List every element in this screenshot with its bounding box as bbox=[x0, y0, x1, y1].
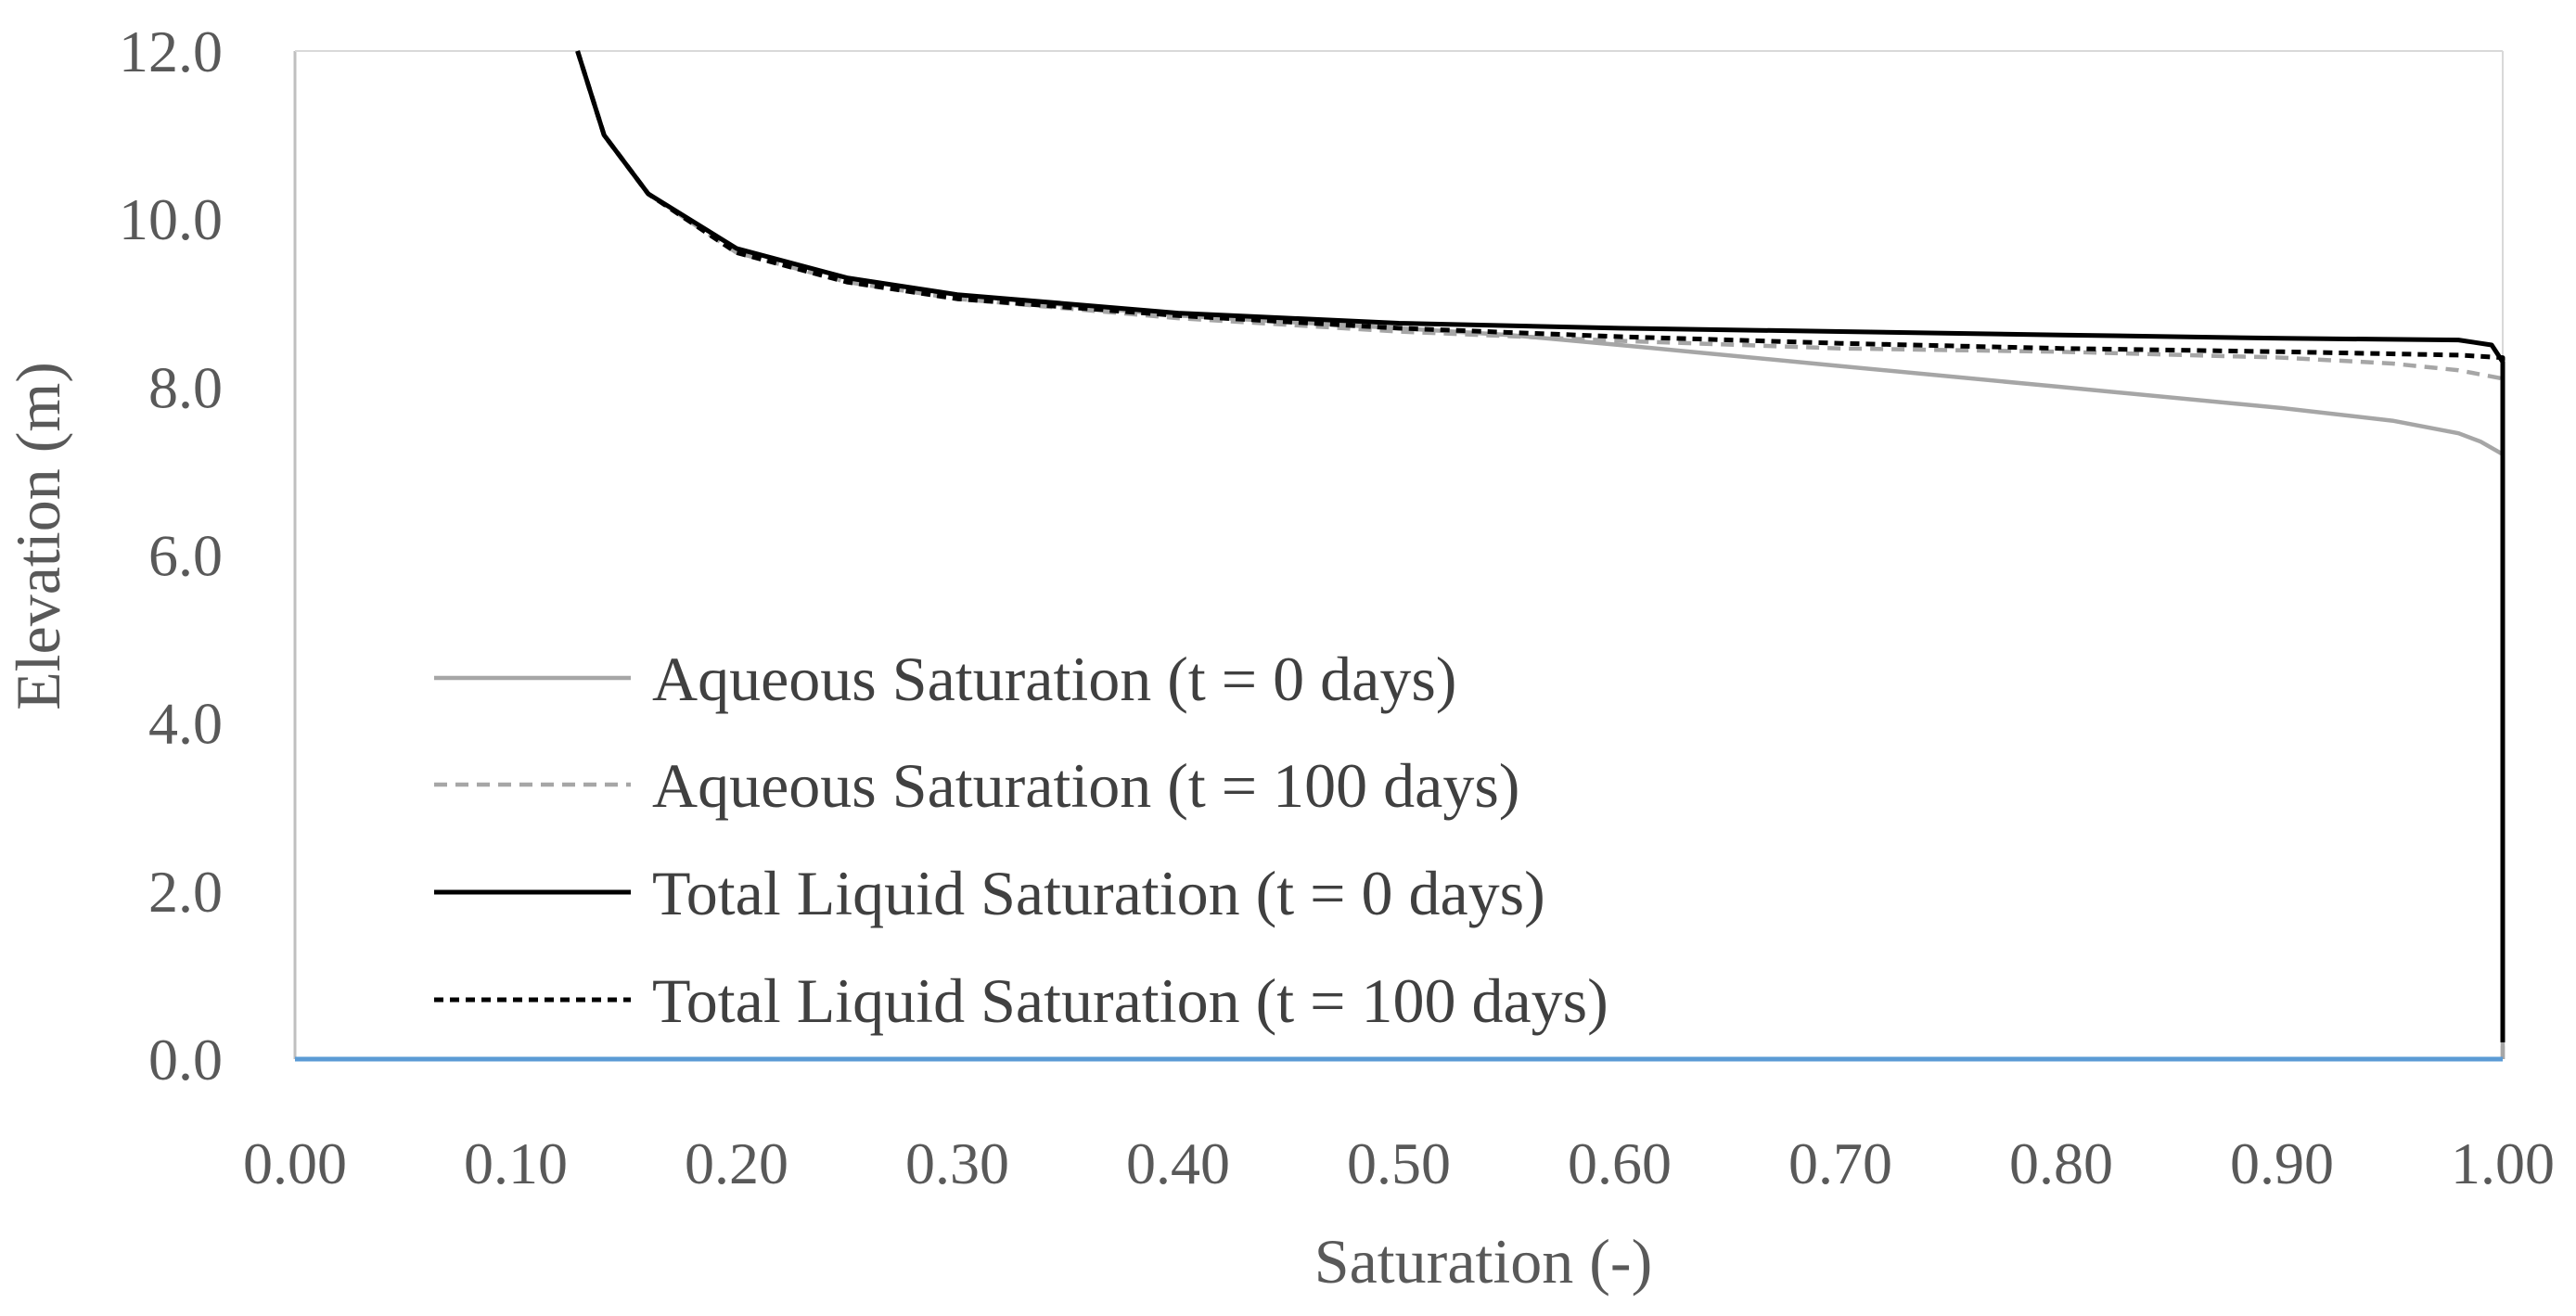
x-tick-label: 0.30 bbox=[905, 1131, 1009, 1196]
y-tick-label: 6.0 bbox=[148, 523, 223, 589]
legend-label-2: Aqueous Saturation (t = 100 days) bbox=[652, 750, 1519, 821]
x-tick-label: 0.60 bbox=[1568, 1131, 1672, 1196]
x-axis-title: Saturation (-) bbox=[1314, 1226, 1652, 1297]
x-tick-label: 0.50 bbox=[1347, 1131, 1451, 1196]
legend: Aqueous Saturation (t = 0 days) Aqueous S… bbox=[434, 644, 1608, 1036]
x-tick-label: 0.40 bbox=[1126, 1131, 1230, 1196]
legend-label-3: Total Liquid Saturation (t = 0 days) bbox=[652, 858, 1545, 928]
x-tick-label: 0.90 bbox=[2230, 1131, 2334, 1196]
x-tick-label: 0.10 bbox=[464, 1131, 568, 1196]
x-tick-label: 0.00 bbox=[243, 1131, 347, 1196]
series-layer bbox=[575, 50, 2506, 1059]
series-line-4 bbox=[575, 50, 2506, 388]
x-tick-label: 0.80 bbox=[2009, 1131, 2113, 1196]
x-tick-label: 1.00 bbox=[2451, 1131, 2555, 1196]
x-axis-tick-labels: 0.00 0.10 0.20 0.30 0.40 0.50 0.60 0.70 0.80 0.90… bbox=[243, 1131, 2555, 1196]
y-axis-title: Elevation (m) bbox=[3, 362, 73, 710]
y-axis-tick-labels: 0.0 2.0 4.0 6.0 8.0 10.0 12.0 bbox=[119, 19, 223, 1092]
x-tick-label: 0.70 bbox=[1788, 1131, 1892, 1196]
x-tick-label: 0.20 bbox=[685, 1131, 788, 1196]
y-tick-label: 0.0 bbox=[148, 1027, 223, 1092]
legend-label-4: Total Liquid Saturation (t = 100 days) bbox=[652, 965, 1608, 1036]
y-tick-label: 8.0 bbox=[148, 354, 223, 420]
y-tick-label: 4.0 bbox=[148, 691, 223, 757]
legend-label-1: Aqueous Saturation (t = 0 days) bbox=[652, 644, 1456, 714]
y-tick-label: 10.0 bbox=[119, 186, 223, 252]
y-tick-label: 2.0 bbox=[148, 859, 223, 925]
y-tick-label: 12.0 bbox=[119, 19, 223, 84]
